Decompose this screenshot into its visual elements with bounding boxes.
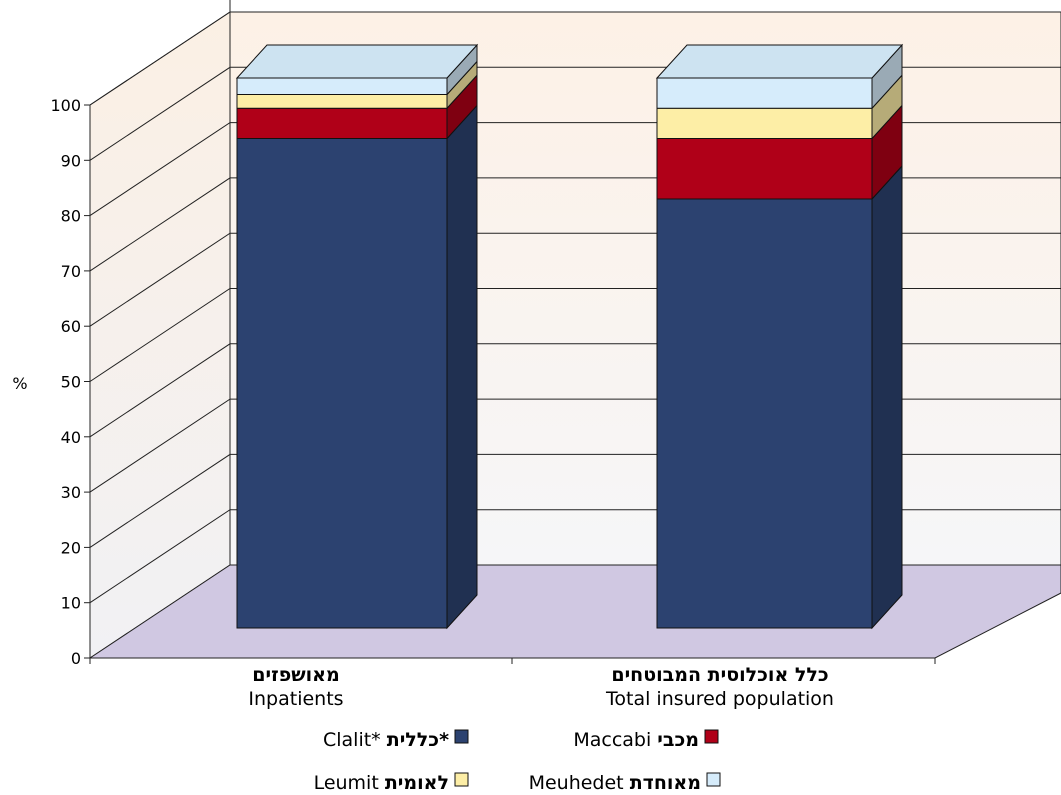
y-tick-label: 80 bbox=[61, 207, 81, 226]
legend-label: Leumit לאומית bbox=[314, 772, 449, 794]
y-tick-label: 90 bbox=[61, 151, 81, 170]
legend-swatch bbox=[704, 729, 719, 744]
legend-swatch bbox=[454, 772, 469, 787]
y-tick-label: 10 bbox=[61, 594, 81, 613]
legend-item-3: Meuhedet מאוחדת bbox=[529, 772, 721, 794]
bar-segment-front bbox=[236, 138, 448, 629]
y-axis-label: % bbox=[12, 374, 27, 393]
bar-segment-top bbox=[655, 44, 904, 79]
bar-segment-front bbox=[656, 198, 873, 629]
y-tick-label: 0 bbox=[71, 649, 81, 668]
chart-walls bbox=[88, 0, 1061, 659]
category-label-he: מאושפזים bbox=[252, 664, 339, 686]
bar-segment-front bbox=[656, 107, 873, 139]
bar-stack-1 bbox=[655, 43, 904, 630]
legend: Clalit* כללית* Maccabi מכבי Leumit לאומית M… bbox=[314, 729, 721, 794]
category-label-he: כלל אוכלוסית המבוטחים bbox=[611, 664, 828, 686]
y-tick-label: 50 bbox=[61, 373, 81, 392]
bar-segment-front bbox=[656, 77, 873, 109]
y-tick-label: 20 bbox=[61, 538, 81, 557]
bar-segment-front bbox=[236, 94, 448, 109]
bar-segment-side bbox=[446, 104, 478, 630]
y-tick-label: 30 bbox=[61, 483, 81, 502]
legend-label: Maccabi מכבי bbox=[573, 729, 699, 751]
legend-item-2: Leumit לאומית bbox=[314, 772, 469, 794]
legend-item-1: Maccabi מכבי bbox=[573, 729, 719, 751]
floor bbox=[88, 564, 1061, 659]
legend-label: Clalit* כללית* bbox=[323, 729, 449, 751]
bar-segment-side bbox=[871, 164, 903, 630]
bar-stack-0 bbox=[235, 43, 479, 630]
legend-swatch bbox=[706, 772, 721, 787]
category-label-en: Inpatients bbox=[248, 688, 343, 710]
category-label-en: Total insured population bbox=[605, 688, 834, 710]
bar-segment-front bbox=[236, 107, 448, 139]
y-tick-label: 40 bbox=[61, 428, 81, 447]
bar-segment-top bbox=[235, 44, 479, 79]
legend-swatch bbox=[454, 729, 469, 744]
bar-segment-front bbox=[656, 138, 873, 200]
bars bbox=[235, 43, 904, 630]
y-axis: 0 10 20 30 40 50 60 70 80 90 100% bbox=[12, 96, 91, 668]
y-tick-label: 70 bbox=[61, 262, 81, 281]
gridline bbox=[89, 11, 1061, 106]
legend-item-0: Clalit* כללית* bbox=[323, 729, 469, 751]
y-tick-label: 60 bbox=[61, 317, 81, 336]
y-tick-label: 100 bbox=[50, 96, 81, 115]
legend-label: Meuhedet מאוחדת bbox=[529, 772, 701, 794]
bar-segment-front bbox=[236, 77, 448, 95]
